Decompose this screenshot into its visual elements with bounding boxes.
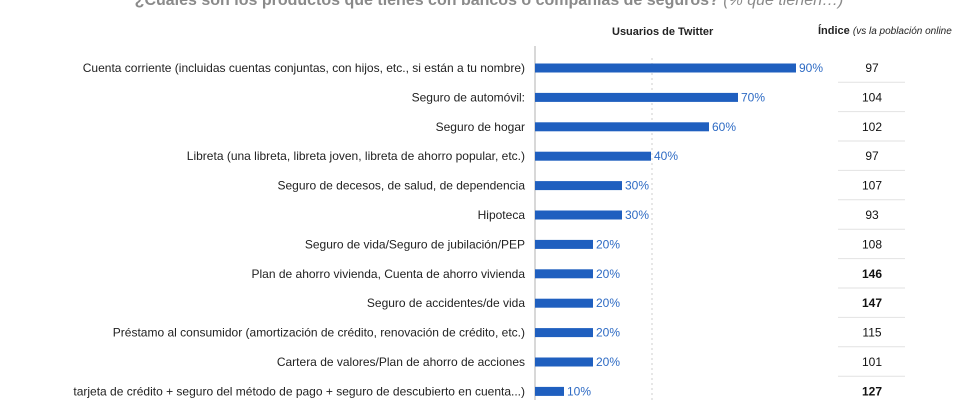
index-header-label: Índice [818,25,850,37]
bar [535,92,738,102]
index-header-note: (vs la población online [852,26,952,37]
index-value: 108 [862,237,882,251]
index-value: 93 [865,208,879,222]
series-header: Usuarios de Twitter [612,26,714,38]
bar-value-label: 90% [799,61,823,75]
bar [535,122,709,132]
category-label: Cartera de valores/Plan de ahorro de acc… [277,355,525,369]
bar [535,386,564,396]
bar-value-label: 30% [625,179,649,193]
bar [535,298,593,308]
bar [535,239,593,249]
bar-value-label: 20% [596,296,620,310]
bar [535,63,796,73]
index-value: 127 [862,384,882,398]
index-header: Índice (vs la población online [818,25,952,37]
category-label: Seguro de accidentes/de vida [367,296,525,310]
category-label: Hipoteca [478,208,526,222]
bar [535,210,622,220]
bar [535,269,593,279]
category-label: Seguro de automóvil: [412,90,525,104]
index-value: 104 [862,90,882,104]
category-label: Préstamo al consumidor (amortización de … [113,326,525,340]
index-value: 115 [862,326,881,340]
bar-value-label: 20% [596,326,620,340]
category-label: Libreta (una libreta, libreta joven, lib… [187,149,525,163]
bar-value-label: 20% [596,267,620,281]
bar [535,151,651,161]
category-label: Seguro de hogar [436,120,525,134]
chart-title-main: ¿Cuáles son los productos que tienes con… [134,0,719,9]
bar-value-label: 70% [741,90,765,104]
chart-title: ¿Cuáles son los productos que tienes con… [0,0,978,10]
index-value: 97 [865,149,879,163]
bar-value-label: 20% [596,237,620,251]
category-label: Cuenta corriente (incluidas cuentas conj… [83,61,525,75]
index-value: 107 [862,179,882,193]
index-value: 101 [862,355,882,369]
bar-value-label: 30% [625,208,649,222]
bar [535,181,622,191]
index-value: 102 [862,120,882,134]
bar-value-label: 40% [654,149,678,163]
index-value: 146 [862,267,882,281]
bar [535,328,593,338]
index-value: 97 [865,61,879,75]
category-label: tarjeta de crédito + seguro del método d… [73,384,525,398]
category-label: Plan de ahorro vivienda, Cuenta de ahorr… [251,267,525,281]
bar-value-label: 20% [596,355,620,369]
category-label: Seguro de vida/Seguro de jubilación/PEP [305,237,525,251]
index-value: 147 [862,296,882,310]
bar-value-label: 60% [712,120,736,134]
category-label: Seguro de decesos, de salud, de dependen… [277,179,525,193]
bar-value-label: 10% [567,384,591,398]
bar [535,357,593,367]
chart-title-suffix: (% que tienen…) [723,0,844,9]
